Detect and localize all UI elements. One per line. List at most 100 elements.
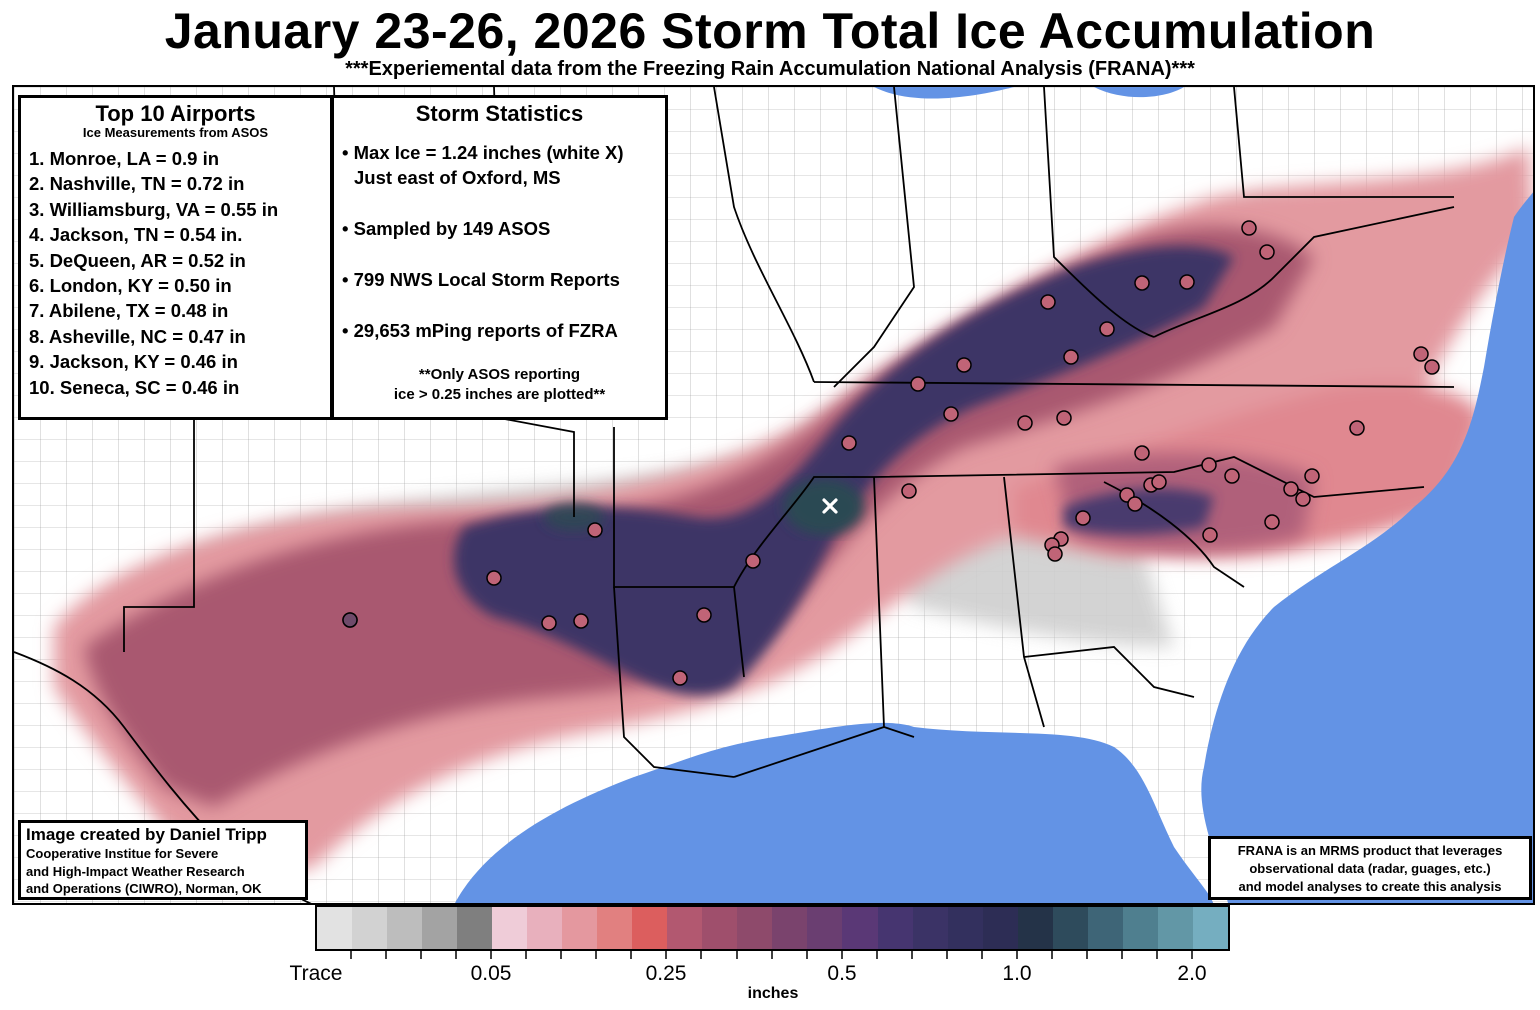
asos-station	[745, 553, 761, 569]
credit-author: Image created by Daniel Tripp	[26, 825, 267, 844]
asos-station	[1349, 420, 1365, 436]
color-swatch	[492, 907, 528, 949]
color-swatch	[632, 907, 668, 949]
storm-statistics-panel: Storm Statistics • Max Ice = 1.24 inches…	[331, 95, 668, 420]
asos-station	[1202, 527, 1218, 543]
asos-station	[342, 612, 358, 628]
max-ice-stat: • Max Ice = 1.24 inches (white X)	[342, 142, 624, 163]
asos-station	[1099, 321, 1115, 337]
legend-label: 0.5	[827, 962, 857, 985]
airport-item: 9. Jackson, KY = 0.46 in	[29, 351, 238, 373]
color-scale-ticks	[350, 951, 1193, 959]
extreme-ice-area	[544, 479, 864, 535]
asos-station	[901, 483, 917, 499]
max-ice-location: Just east of Oxford, MS	[354, 167, 561, 188]
asos-station	[696, 607, 712, 623]
asos-station	[587, 522, 603, 538]
frana-note-panel: FRANA is an MRMS product that leverages …	[1208, 836, 1532, 900]
airport-item: 4. Jackson, TN = 0.54 in.	[29, 224, 243, 246]
asos-station	[1264, 514, 1280, 530]
asos-station	[1179, 274, 1195, 290]
heavy-ice-core	[454, 246, 1234, 696]
color-swatch	[667, 907, 703, 949]
color-scale-bar	[315, 905, 1230, 951]
color-swatch	[422, 907, 458, 949]
color-swatch	[982, 907, 1018, 949]
legend-label: 0.25	[645, 962, 687, 985]
asos-station	[1040, 294, 1056, 310]
color-swatch	[1157, 907, 1193, 949]
color-swatch	[1122, 907, 1158, 949]
asos-station	[672, 670, 688, 686]
asos-station	[1224, 468, 1240, 484]
asos-station	[1063, 349, 1079, 365]
airport-item: 8. Asheville, NC = 0.47 in	[29, 325, 246, 347]
top-airports-panel: Top 10 Airports Ice Measurements from AS…	[18, 95, 333, 420]
atlantic-ocean	[1201, 192, 1533, 903]
airport-item: 6. London, KY = 0.50 in	[29, 275, 232, 297]
color-swatch	[597, 907, 633, 949]
asos-station	[1283, 481, 1299, 497]
asos-station	[1127, 496, 1143, 512]
airport-item: 5. DeQueen, AR = 0.52 in	[29, 249, 246, 271]
airport-item: 10. Seneca, SC = 0.46 in	[29, 376, 240, 398]
top-airports-heading: Top 10 Airports	[95, 101, 256, 126]
frana-note-line: and model analyses to create this analys…	[1238, 879, 1502, 894]
asos-station	[1134, 275, 1150, 291]
asos-station	[541, 615, 557, 631]
airport-item: 1. Monroe, LA = 0.9 in	[29, 148, 220, 169]
asos-station	[573, 613, 589, 629]
asos-station	[1047, 546, 1063, 562]
color-swatch	[842, 907, 878, 949]
airport-item: 3. Williamsburg, VA = 0.55 in	[29, 198, 279, 220]
asos-station	[1424, 359, 1440, 375]
asos-station	[841, 435, 857, 451]
color-swatch	[352, 907, 388, 949]
credit-org-line: and High-Impact Weather Research	[26, 863, 245, 879]
gulf-of-mexico	[455, 722, 1214, 903]
asos-station	[956, 357, 972, 373]
asos-station	[1241, 220, 1257, 236]
color-swatch	[387, 907, 423, 949]
top-airports-subheading: Ice Measurements from ASOS	[82, 125, 269, 140]
color-swatch	[702, 907, 738, 949]
asos-station	[910, 376, 926, 392]
asos-stations	[342, 220, 1440, 686]
color-swatch	[807, 907, 843, 949]
mping-count-stat: • 29,653 mPing reports of FZRA	[342, 320, 618, 341]
color-swatch	[737, 907, 773, 949]
asos-station	[1134, 445, 1150, 461]
lake-ontario	[1094, 87, 1184, 98]
asos-station	[1017, 415, 1033, 431]
color-swatch	[947, 907, 983, 949]
color-swatch	[772, 907, 808, 949]
color-swatch	[1087, 907, 1123, 949]
credit-org-line: and Operations (CIWRO), Norman, OK	[26, 881, 262, 896]
asos-station	[1151, 474, 1167, 490]
asos-station	[1413, 346, 1429, 362]
asos-station	[1304, 468, 1320, 484]
color-swatch	[1052, 907, 1088, 949]
top-airports-list: 1. Monroe, LA = 0.9 in 2. Nashville, TN …	[29, 146, 322, 400]
color-swatch	[457, 907, 493, 949]
color-swatch	[912, 907, 948, 949]
color-swatch	[562, 907, 598, 949]
lsr-count-stat: • 799 NWS Local Storm Reports	[342, 269, 620, 290]
plot-note-line2: ice > 0.25 inches are plotted**	[393, 386, 606, 403]
frana-note-line: FRANA is an MRMS product that leverages	[1237, 843, 1503, 858]
legend-label: 0.05	[470, 962, 512, 985]
color-swatch	[1192, 907, 1228, 949]
legend-label: 1.0	[1002, 962, 1032, 985]
storm-statistics-heading: Storm Statistics	[415, 101, 584, 126]
asos-count-stat: • Sampled by 149 ASOS	[342, 218, 551, 239]
asos-station	[1056, 410, 1072, 426]
airport-item: 7. Abilene, TX = 0.48 in	[29, 300, 229, 322]
color-swatch	[877, 907, 913, 949]
asos-station	[1075, 510, 1091, 526]
asos-station	[486, 570, 502, 586]
color-swatch	[527, 907, 563, 949]
asos-station	[1201, 457, 1217, 473]
plot-note-line1: **Only ASOS reporting	[418, 366, 581, 383]
map-title: January 23-26, 2026 Storm Total Ice Accu…	[164, 3, 1376, 59]
credit-org-line: Cooperative Institue for Severe	[26, 846, 219, 861]
